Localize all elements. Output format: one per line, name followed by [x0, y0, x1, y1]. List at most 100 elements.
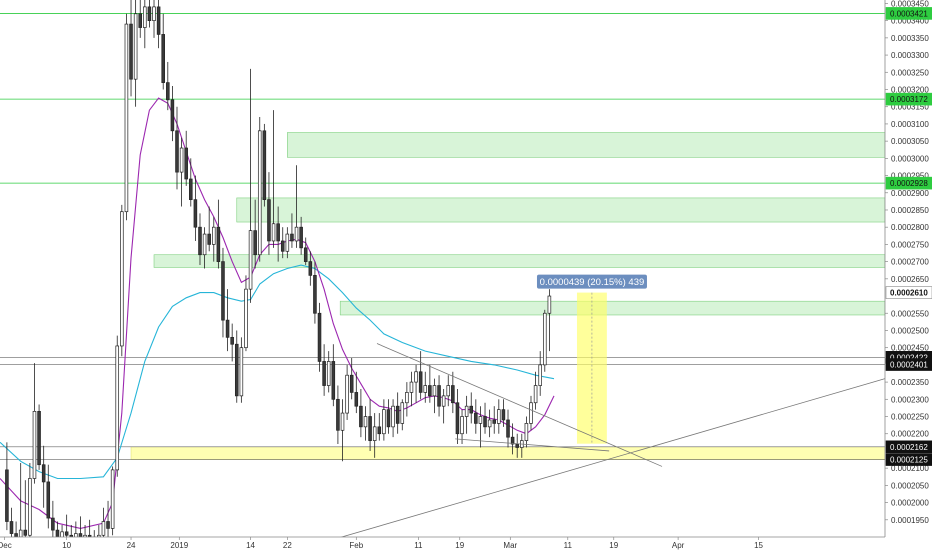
- candle-body: [395, 405, 400, 424]
- candle-body: [368, 416, 372, 441]
- candle-body: [46, 481, 51, 519]
- candle-body: [460, 416, 464, 435]
- candle-body: [193, 199, 198, 228]
- candle-body: [216, 226, 221, 262]
- candle-body: [248, 230, 253, 290]
- candle-body: [14, 533, 18, 538]
- y-tick-label: 0.0002200: [891, 430, 929, 439]
- candle-body: [474, 412, 478, 424]
- candle-body: [207, 233, 211, 245]
- y-tick-label: 0.0003150: [891, 103, 929, 112]
- candle-body: [428, 385, 432, 397]
- candle-body: [18, 529, 23, 538]
- x-tick-label: Mar: [503, 541, 517, 550]
- candle-body: [285, 233, 290, 252]
- candle-body: [478, 416, 483, 424]
- ema-slow-line: [0, 264, 555, 480]
- candle-body: [313, 275, 317, 314]
- candle-body: [409, 381, 414, 393]
- x-tick-label: Feb: [349, 541, 363, 550]
- candle-body: [322, 361, 326, 386]
- candle-body: [115, 345, 120, 471]
- y-tick-label: 0.0002500: [891, 326, 929, 335]
- candle-body: [156, 6, 161, 35]
- trendline-2: [455, 438, 610, 452]
- candle-body: [41, 464, 46, 483]
- candle-body: [538, 364, 542, 386]
- candle-body: [331, 361, 336, 400]
- candle-body: [372, 426, 377, 441]
- y-tick-label: 0.0002650: [891, 275, 929, 284]
- candle-body: [276, 223, 280, 242]
- x-tick-label: 22: [283, 541, 292, 550]
- candle-body: [492, 419, 496, 424]
- candle-body: [418, 371, 423, 393]
- candle-body: [138, 13, 142, 28]
- candle-body: [543, 312, 547, 366]
- y-tick-label: 0.0002850: [891, 206, 929, 215]
- candle-body: [271, 223, 276, 242]
- y-tick-label: 0.0003200: [891, 86, 929, 95]
- candle-body: [432, 385, 437, 397]
- price-label-bg: [885, 286, 932, 299]
- y-tick-label: 0.0002050: [891, 481, 929, 490]
- candle-body: [451, 385, 455, 404]
- candle-body: [437, 385, 441, 407]
- price-label: 0.0002125: [890, 456, 928, 465]
- candle-body: [106, 521, 110, 529]
- candle-body: [239, 347, 244, 397]
- candle-body: [501, 409, 506, 421]
- x-axis-panel: [0, 537, 932, 550]
- candle-body: [524, 423, 529, 441]
- trendline-1: [376, 343, 663, 467]
- candle-body: [506, 419, 510, 438]
- candle-body: [359, 405, 363, 428]
- candle-body: [129, 23, 133, 80]
- candle-body: [179, 147, 184, 173]
- candle-body: [377, 426, 382, 435]
- zone-green-3: [339, 300, 886, 316]
- zone-green-2: [153, 254, 886, 268]
- price-label: 0.0002610: [890, 289, 928, 298]
- candle-body: [446, 385, 451, 397]
- candle-body: [184, 147, 188, 180]
- candle-body: [354, 392, 359, 407]
- candle-body: [308, 261, 313, 276]
- candle-body: [391, 405, 395, 428]
- candle-body: [133, 13, 138, 80]
- candle-body: [340, 412, 345, 431]
- candle-body: [124, 23, 129, 213]
- candle-body: [64, 531, 69, 536]
- candle-body: [166, 82, 170, 101]
- x-tick-label: 15: [754, 541, 763, 550]
- candle-body: [230, 336, 234, 345]
- candle-body: [464, 405, 469, 417]
- candle-body: [294, 226, 299, 242]
- price-label: 0.0003172: [890, 95, 928, 104]
- y-tick-label: 0.0003100: [891, 120, 929, 129]
- candle-body: [414, 371, 418, 383]
- candle-body: [51, 517, 55, 531]
- x-tick-label: 19: [455, 541, 464, 550]
- candle-body: [143, 6, 147, 28]
- y-tick-label: 0.0002700: [891, 258, 929, 267]
- candle-body: [23, 529, 28, 536]
- candle-body: [326, 361, 331, 386]
- zone-green-0: [287, 132, 886, 158]
- candle-body: [78, 533, 83, 538]
- price-label-bg: [885, 440, 932, 454]
- y-tick-label: 0.0002800: [891, 223, 929, 232]
- x-tick-label: 19: [609, 541, 618, 550]
- y-tick-label: 0.0002000: [891, 499, 929, 508]
- candle-body: [267, 199, 271, 242]
- candle-body: [221, 261, 225, 321]
- candle-body: [349, 374, 354, 393]
- candle-body: [483, 416, 487, 428]
- x-tick-label: 24: [127, 541, 136, 550]
- candle-body: [497, 409, 501, 424]
- x-tick-label: 14: [246, 541, 255, 550]
- x-tick-label: 11: [564, 541, 573, 550]
- y-tick-label: 0.0002550: [891, 309, 929, 318]
